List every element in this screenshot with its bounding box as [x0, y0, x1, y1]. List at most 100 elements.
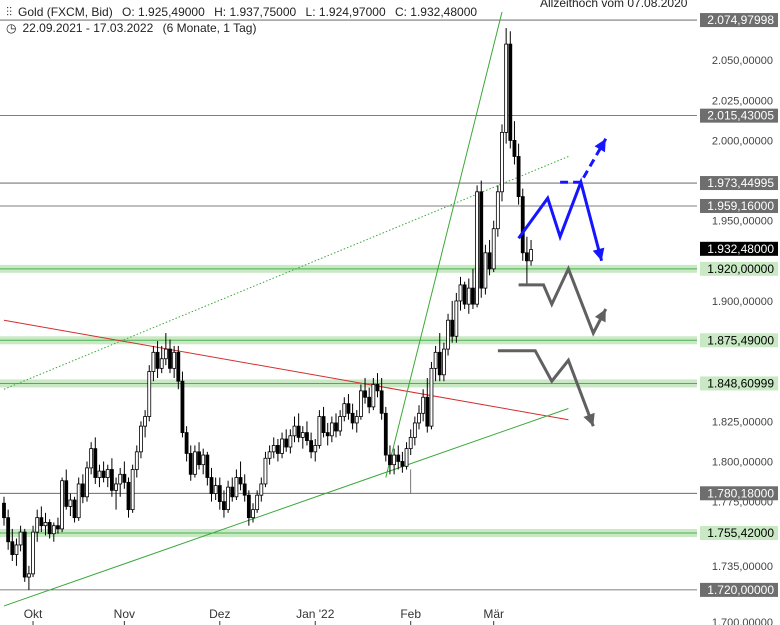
candle-body: [39, 517, 44, 527]
close-value: C: 1.932,48000: [394, 5, 478, 19]
candle-body: [483, 252, 488, 289]
candle-body: [226, 486, 231, 511]
candle-body: [192, 451, 197, 475]
candle-body: [234, 477, 239, 498]
date-range: 22.09.2021 - 17.03.2022: [22, 21, 154, 35]
level-labels: 2.074,97998 2.015,43005 1.973,44995 1.959,1…: [700, 13, 778, 597]
level-label-box: [700, 198, 778, 213]
period-text: (6 Monate, 1 Tag): [162, 21, 257, 35]
candle-body: [388, 454, 392, 466]
candle-body: [512, 140, 517, 157]
blue-scenario-path: [517, 177, 604, 262]
candle-body: [89, 448, 94, 469]
chart-header-ohlc: ⫶⫶ Gold (FXCM, Bid) O: 1.925,49000 H: 1.9…: [6, 5, 483, 20]
candle-body: [230, 486, 235, 498]
level-label-text: 1.932,48000: [707, 242, 774, 256]
level-label-text: 2.015,43005: [707, 109, 774, 123]
level-label-text: 1.875,49000: [707, 333, 774, 347]
candle-body: [471, 287, 475, 305]
candle-body: [176, 351, 181, 382]
candle-body: [72, 499, 77, 519]
candle-body: [437, 351, 442, 376]
candle-body: [6, 517, 11, 543]
y-tick-label: 1.825,00000: [712, 416, 773, 428]
x-axis-label: Jan '22: [296, 607, 335, 621]
candle-body: [417, 412, 421, 424]
level-label-text: 1.959,16000: [707, 199, 774, 213]
candle-body: [450, 319, 455, 337]
candle-body: [2, 502, 6, 519]
candle-body: [80, 483, 85, 498]
candle-body: [383, 412, 388, 456]
candle-body: [267, 451, 272, 459]
x-axis-label: Mär: [483, 607, 504, 621]
candle-body: [500, 131, 504, 193]
candle-body: [85, 467, 89, 498]
y-tick-label: 2.000,00000: [712, 135, 773, 147]
grey-scenario-path-upper: [518, 264, 608, 337]
y-tick-label: 1.700,00000: [712, 617, 773, 625]
candle-body: [56, 525, 60, 530]
candle-body: [363, 390, 367, 398]
level-label-text: 1.848,60999: [707, 376, 774, 390]
candle-body: [110, 469, 114, 491]
candle-body: [76, 483, 81, 519]
candle-body: [197, 451, 201, 466]
candle-body: [26, 573, 31, 578]
high-value: H: 1.937,75000: [214, 5, 297, 19]
candle-body: [408, 436, 413, 450]
candle-body: [354, 416, 359, 424]
candle-body: [516, 156, 521, 198]
candle-body: [271, 445, 276, 453]
chart-header-range: ◷ 22.09.2021 - 17.03.2022 (6 Monate, 1 Ta…: [6, 21, 262, 35]
x-axis-label: Dez: [209, 607, 230, 621]
candle-body: [325, 432, 330, 437]
candle-body: [213, 485, 218, 494]
grey-upper-arrowhead: [594, 308, 606, 323]
candle-body: [367, 396, 372, 408]
grey-lower-arrowhead: [583, 412, 595, 427]
y-tick-label: 1.800,00000: [712, 456, 773, 468]
candle-body: [163, 348, 168, 360]
candle-body: [400, 461, 405, 467]
candle-body: [122, 473, 127, 483]
x-axis-label: Nov: [114, 607, 135, 621]
candle-body: [251, 509, 255, 519]
scenario-arrows: [497, 138, 608, 427]
blue-scenario-arrowhead: [592, 247, 605, 261]
candle-body: [350, 412, 355, 424]
low-value: L: 1.924,97000: [305, 5, 386, 19]
level-label-box: [700, 582, 778, 597]
bars-icon: ⫶⫶: [6, 5, 13, 19]
candle-body: [155, 351, 160, 369]
trend-lines: [3, 11, 569, 607]
candle-body: [35, 517, 40, 533]
x-axis-labels: Okt Nov Dez Jan '22 Feb Mär: [24, 607, 504, 625]
grey-scenario-path-lower: [497, 349, 595, 427]
level-label-text: 1.780,18000: [707, 486, 774, 500]
candle-body: [305, 432, 309, 442]
candle-body: [466, 287, 471, 305]
candle-body: [151, 351, 156, 372]
candle-body: [255, 494, 260, 511]
candle-body: [392, 454, 397, 466]
candle-body: [334, 422, 338, 432]
candle-body: [412, 422, 417, 438]
candle-body: [222, 501, 226, 511]
candle-body: [458, 284, 463, 302]
level-label-box: [700, 526, 778, 541]
candle-body: [321, 416, 326, 433]
candle-body: [134, 451, 139, 470]
candle-body: [238, 477, 243, 485]
steep-uptrend-line: [385, 11, 503, 478]
candle-body: [159, 358, 164, 369]
level-label-box: [700, 376, 778, 391]
candles: [2, 28, 533, 590]
candle-body: [51, 525, 56, 535]
x-axis-label: Okt: [24, 607, 43, 621]
candle-body: [342, 403, 347, 417]
level-label-box: [700, 486, 778, 501]
candle-body: [300, 432, 305, 438]
candle-body: [47, 522, 52, 535]
downtrend-resistance-line: [3, 319, 569, 421]
